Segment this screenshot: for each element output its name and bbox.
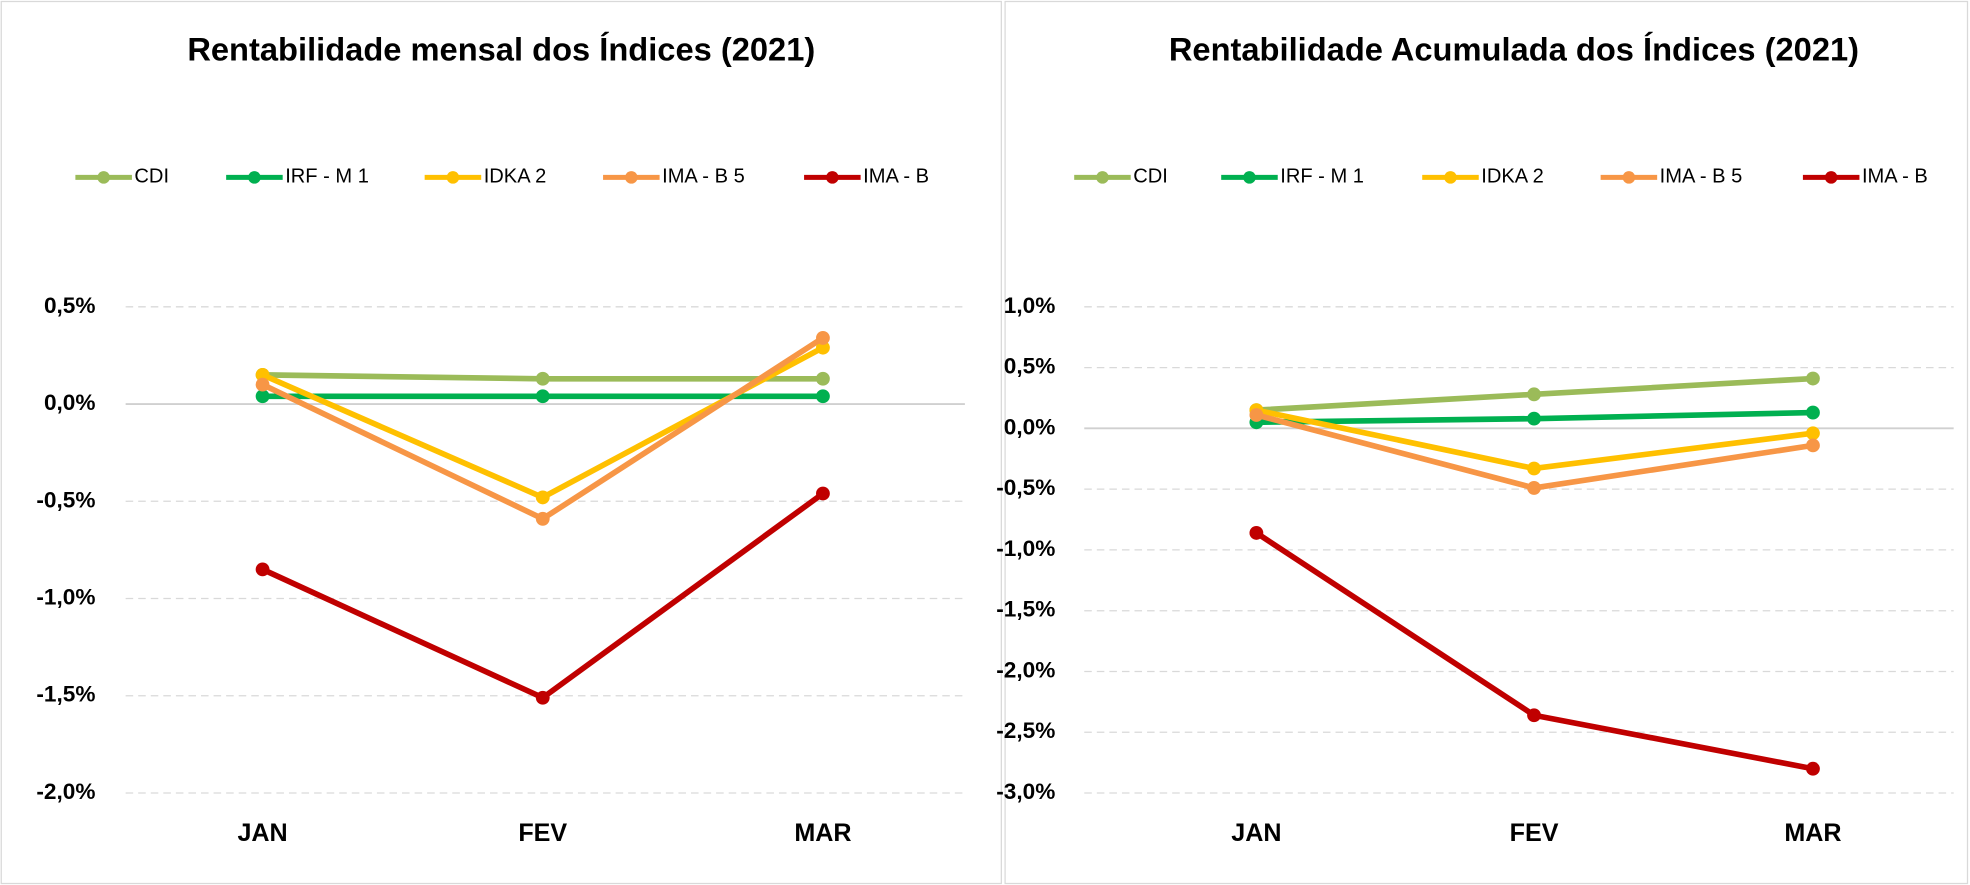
legend-marker (1622, 171, 1636, 184)
point (1249, 408, 1264, 422)
legend-label: CDI (134, 166, 169, 188)
point (816, 340, 830, 355)
x-tick-label: MAR (794, 819, 851, 847)
legend-label: IMA - B (863, 166, 929, 188)
point (1527, 411, 1541, 426)
x-tick-label: FEV (518, 819, 567, 847)
y-tick-label: -1,5% (996, 597, 1055, 622)
point (1527, 387, 1541, 402)
y-tick-label: -1,0% (36, 585, 95, 610)
legend-label: IDKA 2 (1481, 166, 1544, 188)
y-tick-label: -2,5% (996, 718, 1055, 743)
point (816, 331, 830, 345)
legend-marker (625, 171, 638, 184)
point (535, 690, 550, 705)
point (255, 377, 270, 392)
legend-marker (1824, 171, 1838, 184)
point (535, 389, 550, 404)
legend-marker (1243, 171, 1256, 184)
y-tick-label: 1,0% (1004, 293, 1056, 318)
chart-title: Rentabilidade Acumulada dos Índices (202… (1169, 30, 1859, 67)
x-tick-label: FEV (1510, 819, 1559, 847)
legend-label: IDKA 2 (484, 166, 547, 188)
y-tick-label: -1,5% (36, 682, 95, 707)
legend-label: IMA - B (1862, 166, 1928, 188)
point (255, 562, 270, 577)
legend-marker (97, 171, 110, 184)
point (1806, 426, 1820, 441)
point (255, 389, 270, 404)
y-tick-label: -2,0% (996, 657, 1055, 682)
point (1806, 371, 1820, 386)
legend-label: IMA - B 5 (662, 166, 745, 188)
y-tick-label: -0,5% (996, 475, 1055, 500)
legend-marker (248, 171, 261, 184)
point (1806, 438, 1820, 453)
y-tick-label: 0,0% (1004, 414, 1056, 439)
y-tick-label: 0,0% (44, 390, 96, 415)
y-tick-label: -3,0% (996, 779, 1055, 804)
panel (0, 0, 1002, 885)
legend-label: IMA - B 5 (1660, 166, 1743, 188)
legend-label: IRF - M 1 (1280, 166, 1364, 188)
legend-marker (1444, 171, 1457, 184)
y-tick-label: -1,0% (996, 536, 1055, 561)
point (535, 371, 550, 386)
y-tick-label: -2,0% (36, 779, 95, 804)
point (1806, 405, 1820, 420)
legend-marker (1096, 171, 1109, 184)
x-tick-label: JAN (1231, 819, 1281, 847)
x-tick-label: MAR (1784, 819, 1841, 847)
y-tick-label: 0,5% (44, 293, 96, 318)
legend-label: CDI (1133, 166, 1168, 188)
point (535, 490, 550, 505)
point (1249, 525, 1264, 540)
point (255, 367, 270, 382)
x-tick-label: JAN (237, 819, 287, 847)
point (535, 511, 550, 526)
y-tick-label: -0,5% (36, 487, 95, 512)
legend-label: IRF - M 1 (285, 166, 369, 188)
panel (1004, 0, 1969, 885)
point (1806, 761, 1820, 776)
point (1527, 461, 1541, 476)
point (816, 389, 830, 404)
point (816, 486, 830, 501)
point (1527, 708, 1541, 723)
point (816, 371, 830, 386)
chart-title: Rentabilidade mensal dos Índices (2021) (187, 30, 815, 67)
legend-marker (826, 171, 839, 184)
point (1527, 481, 1541, 495)
legend-marker (446, 171, 460, 184)
y-tick-label: 0,5% (1004, 354, 1056, 379)
